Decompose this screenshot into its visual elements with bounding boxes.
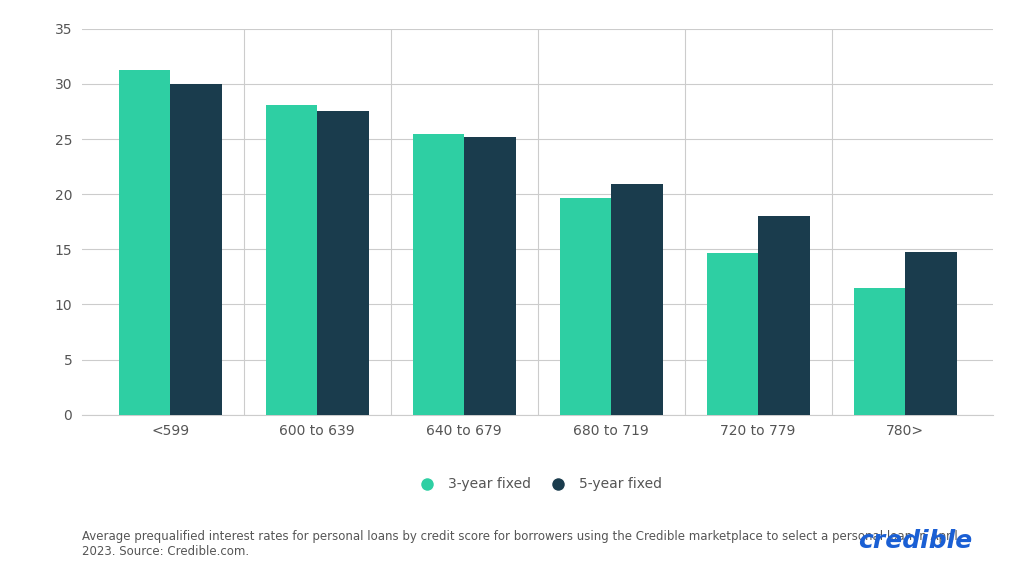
Bar: [758, 216, 810, 415]
Bar: [119, 70, 170, 415]
Bar: [464, 137, 515, 415]
Bar: [905, 252, 956, 415]
Bar: [707, 253, 758, 415]
Legend: 3-year fixed, 5-year fixed: 3-year fixed, 5-year fixed: [408, 472, 668, 497]
Bar: [854, 288, 905, 415]
Bar: [560, 198, 611, 415]
Bar: [413, 134, 464, 415]
Text: credible: credible: [858, 529, 973, 553]
Bar: [611, 184, 663, 415]
Text: Average prequalified interest rates for personal loans by credit score for borro: Average prequalified interest rates for …: [82, 530, 957, 558]
Bar: [317, 112, 369, 415]
Bar: [170, 84, 221, 415]
Bar: [265, 105, 317, 415]
